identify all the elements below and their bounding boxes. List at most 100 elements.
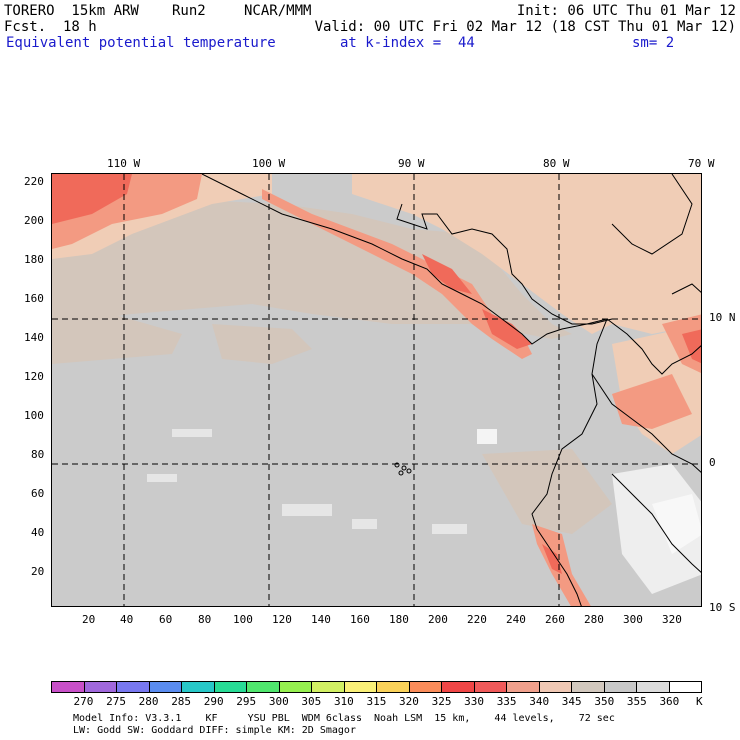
- colorbar-level-label: 330: [464, 695, 485, 708]
- x-tick-100: 100: [233, 613, 253, 626]
- colorbar-level-label: 290: [203, 695, 224, 708]
- colorbar-segment: [247, 682, 280, 692]
- colorbar-level-label: 315: [366, 695, 387, 708]
- y-tick-160: 160: [24, 292, 44, 305]
- x-tick-320: 320: [662, 613, 682, 626]
- map-canvas: [52, 174, 701, 606]
- colorbar-segment: [377, 682, 410, 692]
- colorbar-unit: K: [696, 695, 703, 708]
- x-tick-180: 180: [389, 613, 409, 626]
- colorbar-segment: [117, 682, 150, 692]
- colorbar-level-label: 275: [106, 695, 126, 708]
- run-label: Run2: [172, 3, 206, 19]
- lon-label-70w: 70 W: [688, 157, 715, 170]
- colorbar-segment: [637, 682, 670, 692]
- colorbar-segment: [474, 682, 507, 692]
- field-330-northwest: [52, 174, 132, 224]
- colorbar-level-label: 270: [73, 695, 94, 708]
- org-label: NCAR/MMM: [244, 3, 312, 19]
- init-time: Init: 06 UTC Thu 01 Mar 12: [516, 3, 736, 19]
- coastline-venezuela: [671, 283, 701, 295]
- lon-label-100w: 100 W: [252, 157, 286, 170]
- colorbar-level-label: 340: [529, 695, 550, 708]
- galapagos-island-4: [398, 470, 404, 476]
- field-name: Equivalent potential temperature: [6, 35, 276, 51]
- x-tick-80: 80: [198, 613, 212, 626]
- field-355-patch-6: [147, 474, 177, 482]
- model-info-line2: LW: Godd SW: Goddard DIFF: simple KM: 2D…: [73, 725, 356, 736]
- model-title: TORERO 15km ARW: [4, 3, 139, 19]
- lon-label-90w: 90 W: [398, 157, 425, 170]
- y-tick-80: 80: [31, 448, 45, 461]
- field-345-center: [212, 324, 312, 364]
- colorbar-segment: [409, 682, 442, 692]
- smoothing-label: sm= 2: [632, 35, 675, 51]
- colorbar-level-label: 325: [431, 695, 452, 708]
- field-335-andes: [612, 374, 692, 429]
- colorbar-segment: [279, 682, 312, 692]
- field-360-amazon-core: [652, 494, 701, 554]
- valid-time: Valid: 00 UTC Fri 02 Mar 12 (18 CST Thu …: [314, 19, 736, 35]
- forecast-hour: Fcst. 18 h: [4, 19, 97, 35]
- colorbar-segment: [669, 682, 701, 692]
- field-345-west: [52, 314, 182, 364]
- model-info-line1: Model Info: V3.3.1 KF YSU PBL WDM 6class…: [73, 713, 615, 724]
- coastline-south-america-pacific: [531, 318, 608, 606]
- colorbar-segment: [507, 682, 540, 692]
- graticule: [52, 174, 701, 606]
- coastline-colombia-north: [606, 318, 701, 375]
- colorbar-level-label: 345: [561, 695, 582, 708]
- x-tick-200: 200: [428, 613, 448, 626]
- y-tick-100: 100: [24, 409, 44, 422]
- colorbar-segment: [182, 682, 215, 692]
- colorbar-level-label: 300: [268, 695, 289, 708]
- colorbar-level-label: 350: [594, 695, 615, 708]
- colorbar-level-label: 355: [626, 695, 647, 708]
- x-tick-160: 160: [350, 613, 370, 626]
- galapagos-island-2: [401, 465, 407, 471]
- colorbar-segment: [312, 682, 345, 692]
- field-345-east: [482, 449, 612, 534]
- x-tick-40: 40: [120, 613, 134, 626]
- field-345-north: [52, 199, 572, 339]
- colorbar-segment: [539, 682, 572, 692]
- colorbar-level-label: 360: [659, 695, 680, 708]
- colorbar-segment: [52, 682, 85, 692]
- colorbar: [51, 681, 702, 693]
- galapagos-island-1: [394, 462, 400, 468]
- colorbar-segment: [572, 682, 605, 692]
- coastline-central-america-pacific: [201, 174, 608, 345]
- x-tick-20: 20: [82, 613, 96, 626]
- colorbar-level-label: 335: [496, 695, 517, 708]
- x-tick-240: 240: [506, 613, 526, 626]
- lon-label-80w: 80 W: [543, 157, 570, 170]
- galapagos-island-3: [406, 468, 412, 474]
- colorbar-level-label: 320: [399, 695, 419, 708]
- colorbar-segment: [84, 682, 117, 692]
- colorbar-segment: [149, 682, 182, 692]
- field-340-land: [352, 174, 701, 334]
- colorbar-level-label: 305: [301, 695, 322, 708]
- lon-label-110w: 110 W: [107, 157, 141, 170]
- field-335-isthmus: [262, 189, 532, 359]
- x-tick-60: 60: [159, 613, 173, 626]
- lat-label-10n: 10 N: [709, 311, 736, 324]
- y-tick-40: 40: [31, 526, 45, 539]
- colorbar-segment: [604, 682, 637, 692]
- field-335-venezuela: [662, 314, 701, 374]
- field-355-patch-3: [352, 519, 377, 529]
- field-330-peru: [542, 544, 562, 574]
- x-tick-120: 120: [272, 613, 292, 626]
- y-tick-20: 20: [31, 565, 45, 578]
- y-tick-60: 60: [31, 487, 45, 500]
- y-tick-200: 200: [24, 214, 44, 227]
- field-355-patch-1: [172, 429, 212, 437]
- y-tick-180: 180: [24, 253, 44, 266]
- border-peru-brazil: [611, 473, 701, 573]
- y-tick-140: 140: [24, 331, 44, 344]
- level-label: at k-index = 44: [340, 35, 475, 51]
- colorbar-level-label: 310: [333, 695, 354, 708]
- field-355-patch-2: [282, 504, 332, 516]
- y-tick-220: 220: [24, 175, 44, 188]
- x-tick-140: 140: [311, 613, 331, 626]
